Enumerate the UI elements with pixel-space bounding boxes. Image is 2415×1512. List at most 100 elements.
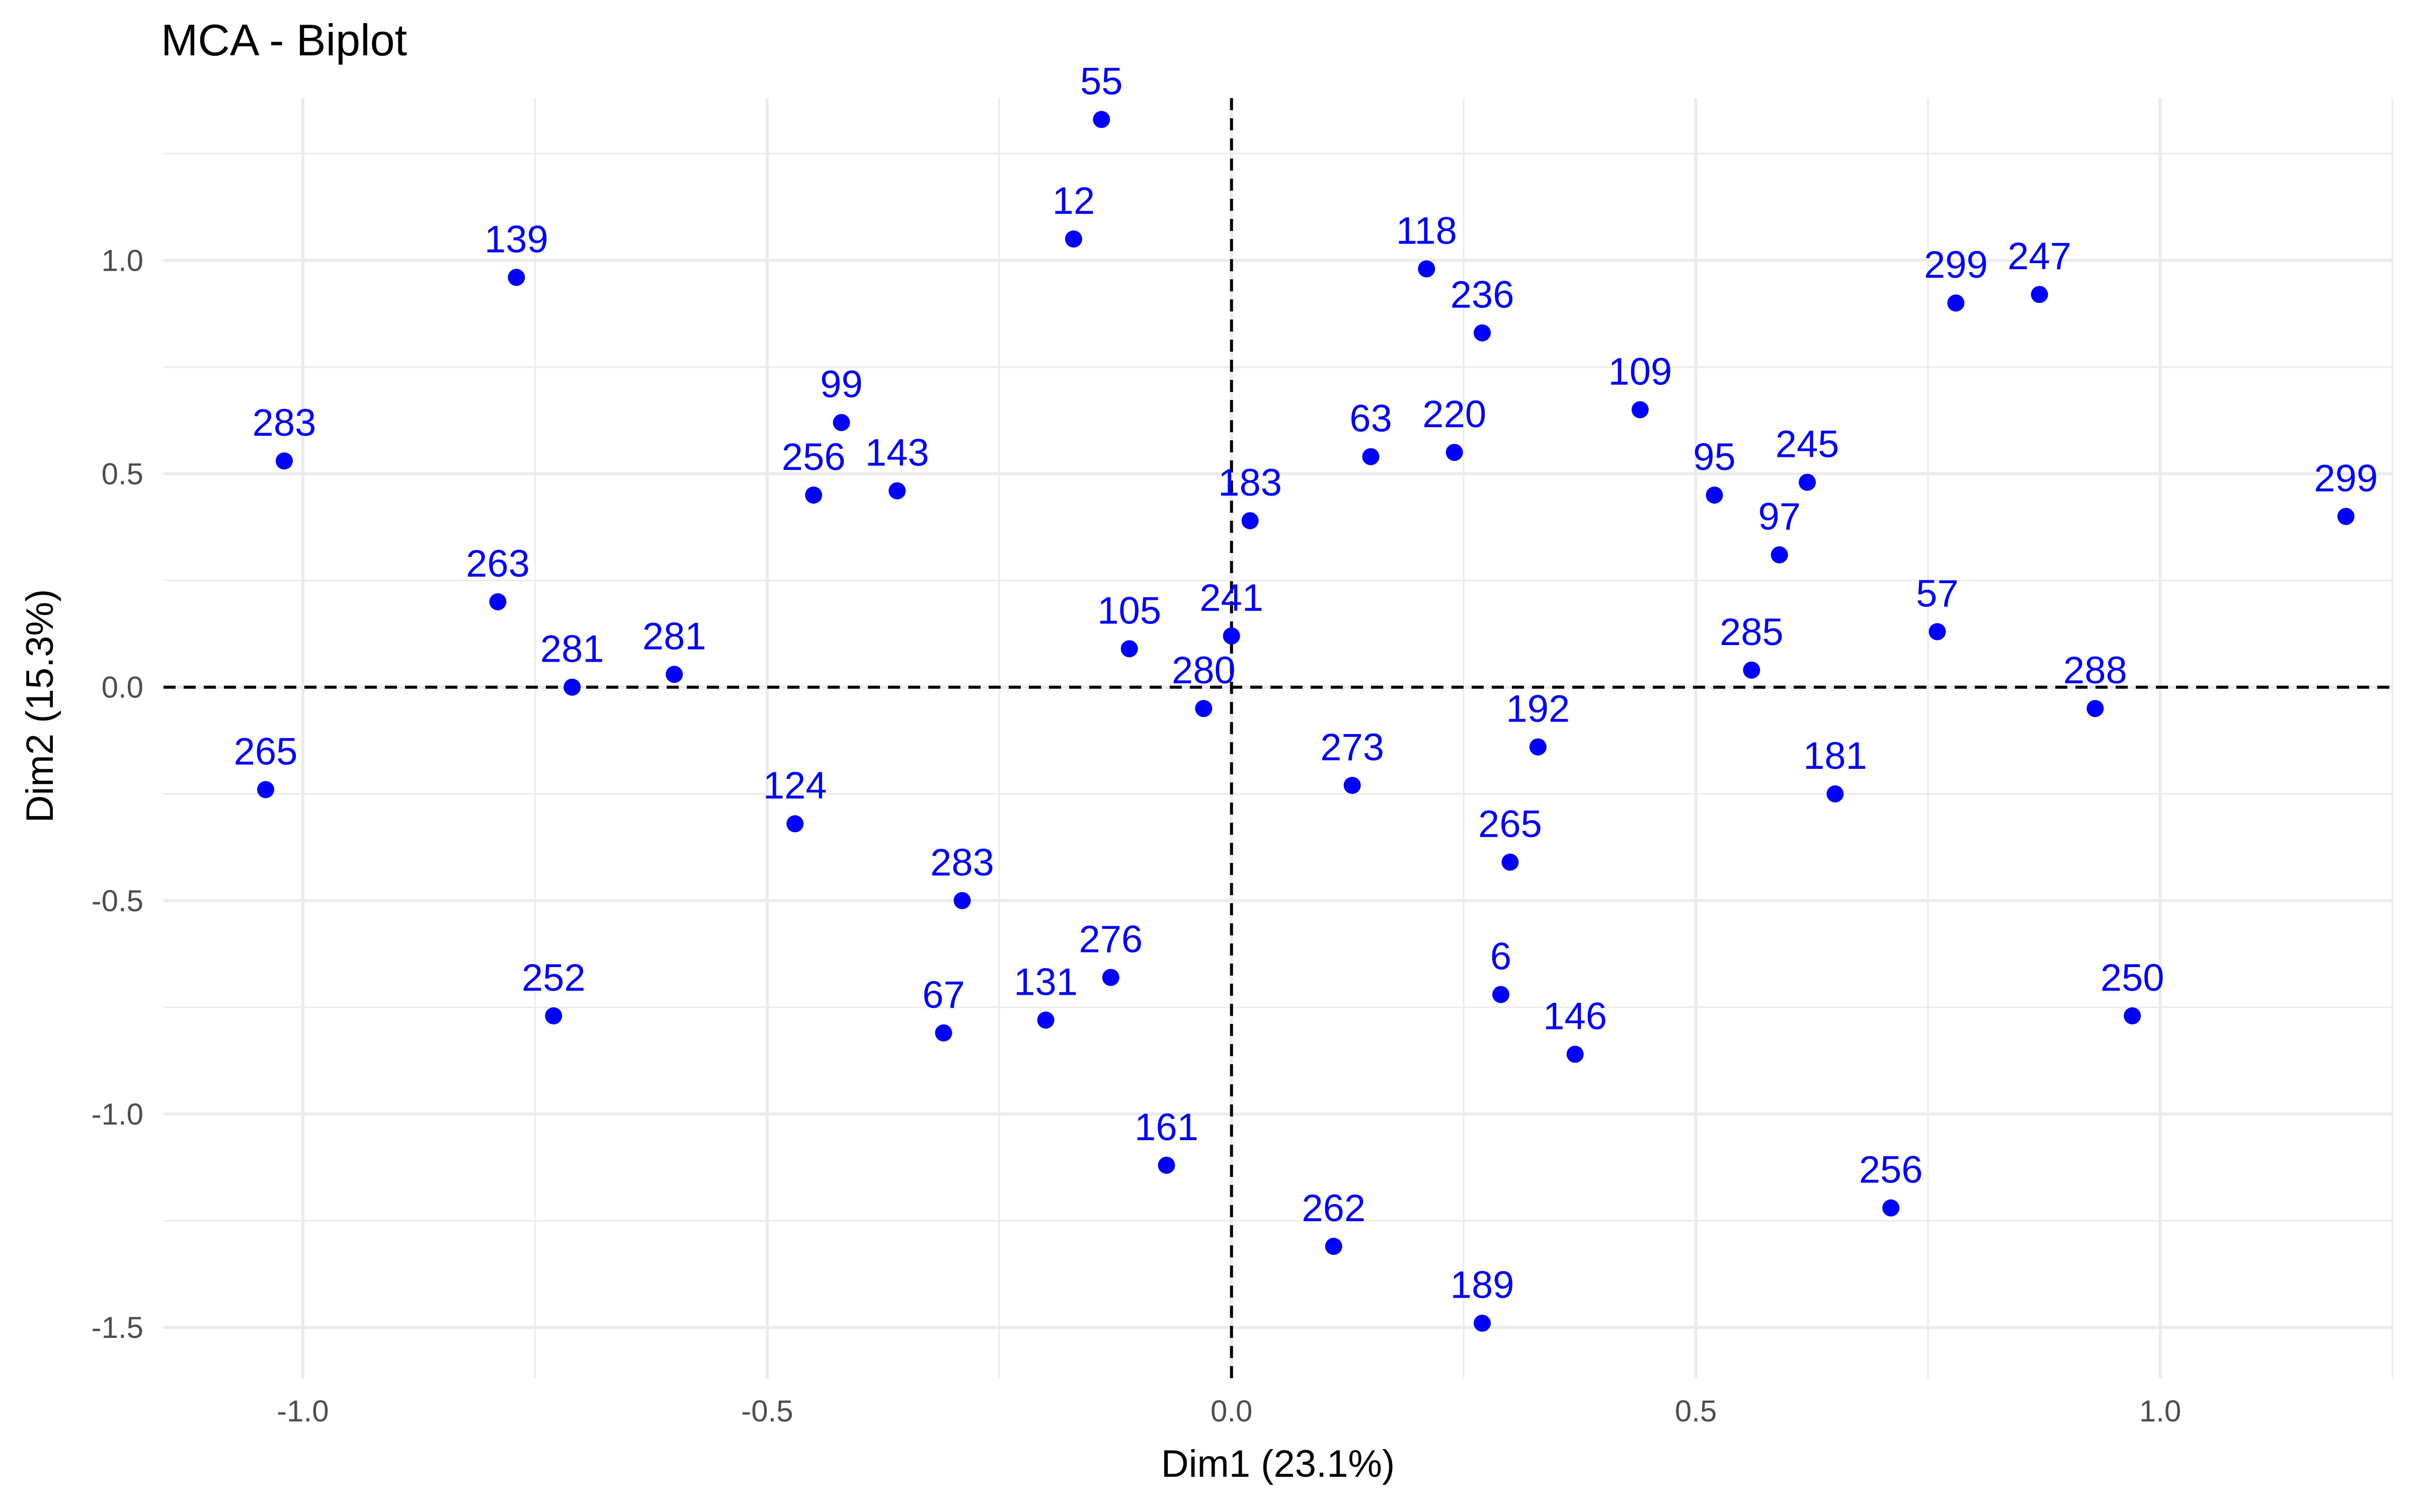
- data-point: [2031, 286, 2048, 303]
- point-label: 220: [1422, 393, 1486, 436]
- data-point: [1631, 401, 1649, 419]
- data-point: [1223, 627, 1240, 645]
- data-point: [953, 892, 971, 909]
- point-label: 12: [1053, 180, 1095, 222]
- data-point: [1947, 294, 1965, 312]
- point-label: 143: [865, 431, 929, 474]
- point-label: 256: [1859, 1149, 1923, 1191]
- data-point: [1770, 546, 1788, 564]
- data-point: [1037, 1011, 1055, 1029]
- point-label: 55: [1080, 60, 1123, 103]
- data-point: [1529, 738, 1547, 756]
- data-point: [1799, 473, 1816, 491]
- data-point: [545, 1007, 562, 1024]
- data-point: [1325, 1238, 1342, 1255]
- reference-lines: [164, 98, 2392, 1379]
- y-tick-label: -0.5: [92, 884, 143, 918]
- point-label: 245: [1776, 423, 1839, 466]
- point-label: 252: [522, 957, 586, 999]
- point-label: 283: [253, 402, 316, 444]
- data-point: [1882, 1199, 1900, 1217]
- data-point: [564, 678, 581, 696]
- data-point: [666, 666, 683, 683]
- y-tick-label: 0.0: [102, 671, 143, 704]
- data-point: [1743, 661, 1760, 679]
- y-tick-label: 0.5: [102, 457, 143, 491]
- point-label: 67: [922, 974, 965, 1016]
- point-label: 99: [820, 363, 863, 406]
- point-label: 183: [1218, 461, 1282, 504]
- point-label: 256: [782, 436, 846, 479]
- point-label: 131: [1014, 961, 1078, 1003]
- point-label: 281: [540, 628, 604, 671]
- data-point: [1241, 512, 1259, 529]
- point-labels: 55 12 139 118 236 299 247 109 99 283 256 143 63 220 95…: [234, 60, 2378, 1306]
- data-point: [2124, 1007, 2141, 1024]
- point-label: 57: [1916, 572, 1959, 615]
- x-tick-label: -1.0: [277, 1394, 329, 1428]
- point-label: 109: [1608, 350, 1672, 393]
- data-point: [1445, 444, 1463, 461]
- y-tick-label: 1.0: [102, 244, 143, 277]
- point-label: 273: [1320, 726, 1384, 769]
- point-label: 146: [1543, 995, 1607, 1038]
- data-point: [2086, 700, 2104, 718]
- data-point: [489, 593, 507, 611]
- y-axis-title: Dim2 (15.3%): [19, 589, 61, 823]
- point-label: 281: [642, 615, 706, 658]
- data-point: [935, 1024, 952, 1042]
- data-point: [1474, 324, 1491, 342]
- point-label: 241: [1199, 577, 1263, 619]
- point-label: 288: [2063, 649, 2127, 692]
- data-point: [275, 452, 293, 470]
- minor-grid: [164, 98, 2393, 1379]
- point-label: 105: [1097, 589, 1161, 632]
- data-point: [1065, 230, 1082, 248]
- data-point: [508, 269, 525, 286]
- data-point: [257, 781, 275, 799]
- point-label: 192: [1506, 687, 1570, 730]
- point-label: 139: [485, 218, 548, 261]
- data-points: [257, 111, 2355, 1332]
- chart-title: MCA - Biplot: [161, 15, 407, 65]
- x-tick-label: 0.0: [1211, 1394, 1252, 1428]
- data-point: [805, 486, 823, 504]
- data-point: [1120, 640, 1138, 658]
- point-label: 283: [930, 841, 994, 884]
- x-tick-label: -0.5: [741, 1394, 793, 1428]
- point-label: 280: [1172, 649, 1236, 692]
- data-point: [889, 482, 906, 500]
- data-point: [1566, 1046, 1584, 1063]
- point-label: 124: [763, 764, 827, 807]
- point-label: 263: [466, 542, 530, 585]
- data-point: [1418, 260, 1435, 278]
- data-point: [1362, 448, 1380, 465]
- point-label: 285: [1720, 611, 1784, 654]
- x-axis-title: Dim1 (23.1%): [1161, 1443, 1395, 1485]
- y-axis-tick-labels: -1.5 -1.0 -0.5 0.0 0.5 1.0: [92, 244, 143, 1344]
- data-point: [833, 414, 850, 431]
- point-label: 236: [1451, 274, 1514, 316]
- data-point: [1093, 111, 1110, 128]
- data-point: [1492, 986, 1509, 1003]
- data-point: [1343, 776, 1361, 794]
- point-label: 276: [1079, 918, 1143, 961]
- data-point: [1706, 486, 1723, 504]
- point-label: 6: [1490, 935, 1511, 978]
- point-label: 161: [1135, 1106, 1198, 1149]
- point-label: 265: [1478, 803, 1542, 846]
- point-label: 95: [1693, 436, 1736, 479]
- data-point: [1474, 1314, 1491, 1332]
- point-label: 299: [1924, 244, 1988, 286]
- x-tick-label: 0.5: [1675, 1394, 1717, 1428]
- x-tick-label: 1.0: [2139, 1394, 2181, 1428]
- point-label: 250: [2101, 957, 2164, 999]
- point-label: 189: [1451, 1264, 1514, 1307]
- point-label: 97: [1758, 496, 1801, 538]
- x-axis-tick-labels: -1.0 -0.5 0.0 0.5 1.0: [277, 1394, 2181, 1428]
- point-label: 63: [1349, 397, 1392, 440]
- point-label: 118: [1396, 209, 1457, 252]
- point-label: 247: [2007, 235, 2071, 278]
